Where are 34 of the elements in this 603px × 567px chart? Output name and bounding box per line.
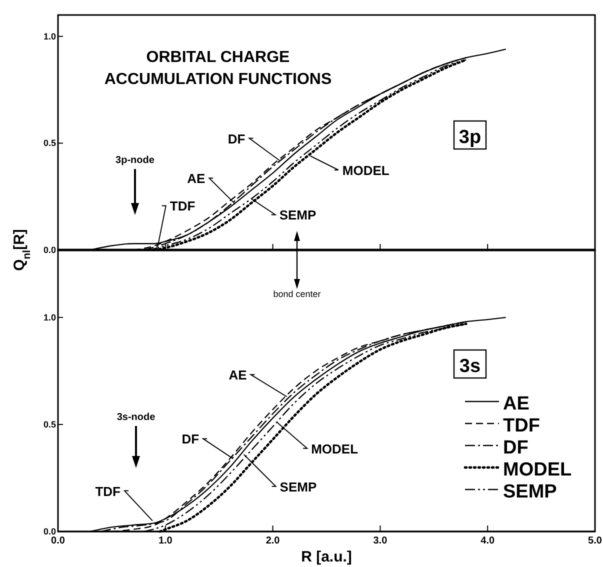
annotation: DF [182,432,200,447]
y-tick-label: 0.5 [43,419,56,430]
x-tick-label: 4.0 [480,536,495,546]
legend-label: DF [503,438,528,458]
annotation: MODEL [342,163,390,178]
y-tick-label: 1.0 [43,31,56,42]
x-axis-title: R [a.u.] [301,548,352,566]
annotation: SEMP [279,208,316,223]
annotation: MODEL [311,441,358,456]
annotation: 3p-node [116,155,155,166]
y-tick-label: 1.0 [43,312,56,322]
y-tick-label: 0.0 [43,245,56,255]
x-tick-label: 1.0 [158,536,173,546]
annotation: bond center [273,289,321,299]
text: ORBITAL CHARGE ACCUMULATION FUNCTIONS [104,49,332,88]
annotation: 3p [458,127,482,148]
x-tick-label: 3.0 [373,536,388,546]
annotation: DF [228,131,246,146]
annotation: 3s-node [116,412,156,423]
legend-label: TDF [503,416,540,436]
x-tick-label: 2.0 [266,536,280,546]
annotation: TDF [170,198,196,214]
annotation: TDF [95,484,121,499]
y-tick-label: 0.5 [43,138,56,148]
annotation: 3s [459,356,481,377]
legend-label: SEMP [503,482,558,502]
annotation: SEMP [280,479,317,494]
x-tick-label: 5.0 [588,536,602,546]
y-tick-label: 0.0 [43,526,56,536]
legend-label: AE [503,394,530,414]
x-tick-label: 0.0 [51,536,66,546]
legend-label: MODEL [503,460,572,480]
annotation: AE [187,171,206,186]
annotation: AE [228,368,248,383]
